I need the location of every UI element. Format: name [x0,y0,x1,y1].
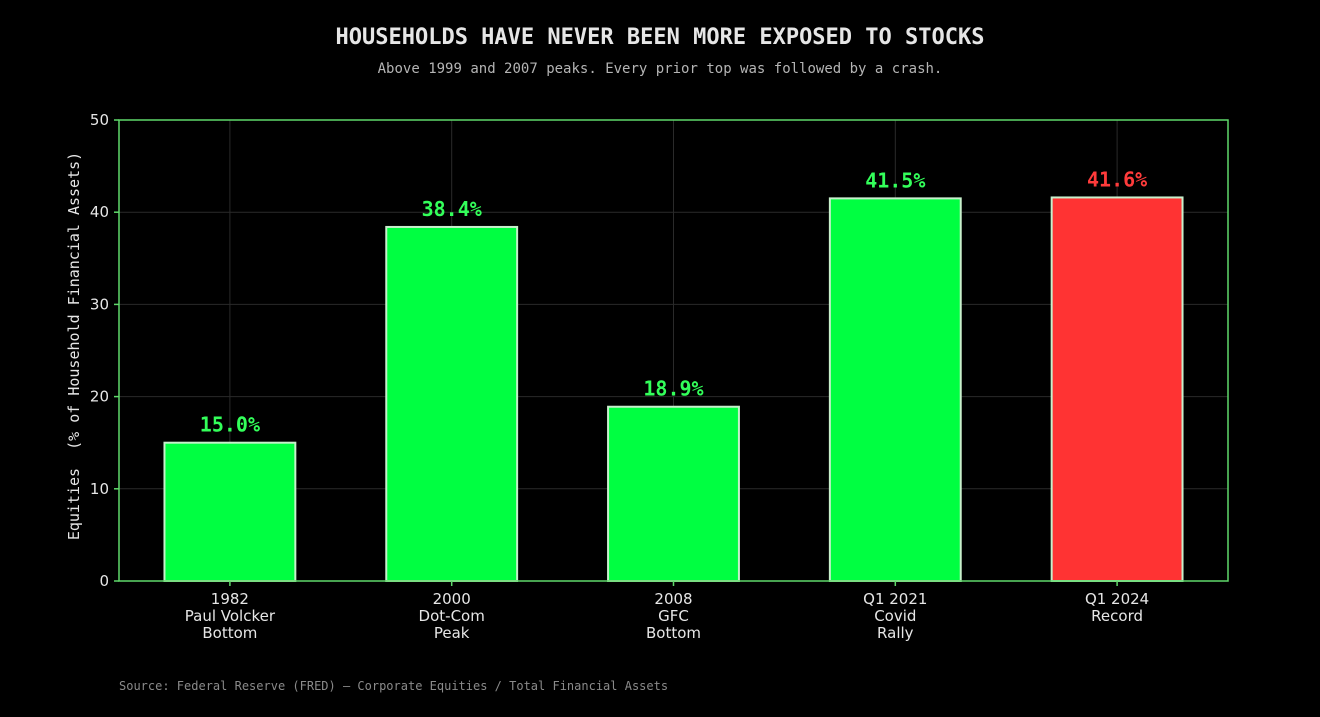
bar [1050,196,1184,582]
x-tick-label: Q1 2021 Covid Rally [863,590,927,642]
x-tick-label: 2000 Dot-Com Peak [419,590,485,642]
data-label: 38.4% [422,197,482,221]
x-tick-label: Q1 2024 Record [1085,590,1149,625]
bars-layer [163,196,1184,583]
bar [607,405,740,582]
bar [163,441,297,583]
data-label: 15.0% [200,413,260,437]
data-label: 41.6% [1087,167,1147,191]
y-tick-label: 40 [90,203,109,221]
y-tick-label: 10 [90,480,109,498]
y-tick-label: 0 [99,572,109,590]
data-label: 18.9% [643,377,703,401]
y-tick-label: 30 [90,295,109,313]
source-note: Source: Federal Reserve (FRED) — Corpora… [119,679,668,693]
y-axis-title: Equities (% of Household Financial Asset… [65,152,83,540]
x-tick-label: 1982 Paul Volcker Bottom [185,590,276,642]
y-tick-label: 20 [90,388,109,406]
chart-title: HOUSEHOLDS HAVE NEVER BEEN MORE EXPOSED … [335,25,984,50]
x-tick-label: 2008 GFC Bottom [646,590,701,642]
y-tick-label: 50 [90,111,109,129]
chart-subtitle: Above 1999 and 2007 peaks. Every prior t… [378,61,943,77]
x-axis: 1982 Paul Volcker Bottom 2000 Dot-Com Peak 200… [185,581,1149,642]
bar [385,225,519,582]
value-labels: 15.0% 38.4% 18.9% 41.5% 41.6% [200,167,1147,436]
y-axis: 0 10 20 30 40 50 [90,111,119,590]
data-label: 41.5% [865,168,925,192]
bar [828,197,962,582]
